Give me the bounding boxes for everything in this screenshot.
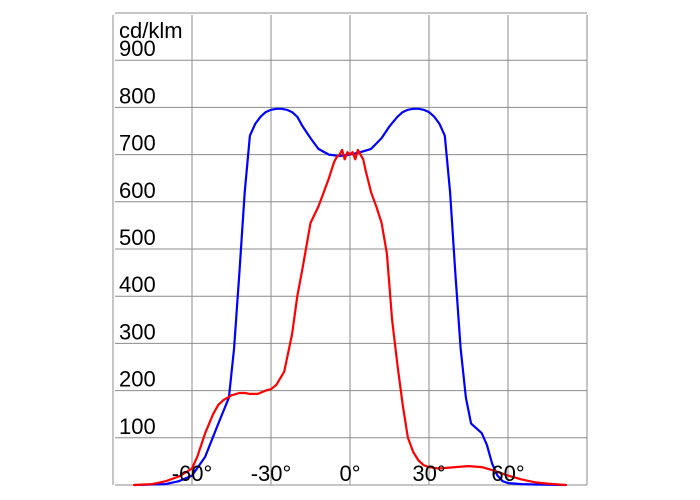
y-tick-label: 800 [119,83,156,108]
y-tick-label: 600 [119,178,156,203]
y-tick-label: 200 [119,367,156,392]
y-tick-label: 500 [119,225,156,250]
x-tick-label: 0° [339,461,360,486]
x-tick-label: 30° [412,461,445,486]
series-line-1 [133,148,568,487]
y-tick-label: 700 [119,131,156,156]
y-tick-label: 300 [119,319,156,344]
x-tick-label: -30° [251,461,292,486]
y-axis-label: cd/klm [119,18,183,43]
series-line-0 [133,107,568,487]
series-layer [133,107,568,487]
y-tick-label: 400 [119,272,156,297]
grid-lines [112,12,588,486]
y-tick-label: 900 [119,36,156,61]
x-tick-label: 60° [491,461,524,486]
x-tick-labels: -60° -30° 0° 30° 60° [172,461,525,486]
y-tick-labels: 100 200 300 400 500 600 700 800 900 [119,36,156,439]
x-tick-label: -60° [172,461,213,486]
y-tick-label: 100 [119,414,156,439]
